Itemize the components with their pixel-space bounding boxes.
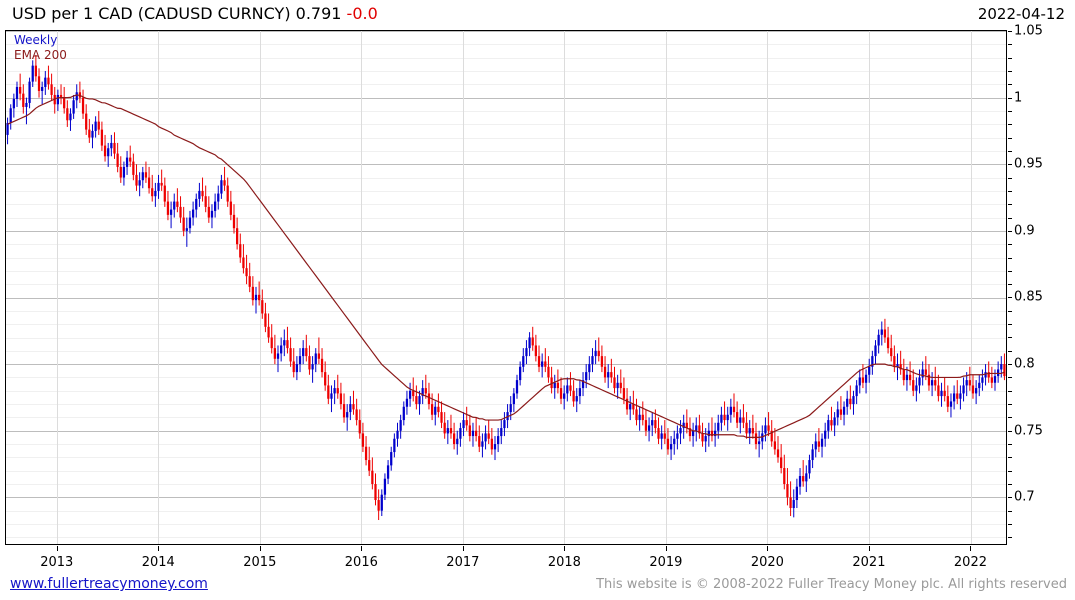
y-axis-tick-mark bbox=[1008, 510, 1012, 512]
y-axis-tick-mark bbox=[1008, 430, 1012, 432]
y-axis-tick-mark bbox=[1008, 177, 1012, 179]
y-axis-tick-mark bbox=[1008, 444, 1012, 446]
y-axis-tick-mark bbox=[1008, 337, 1012, 339]
y-axis-tick-mark bbox=[1008, 484, 1012, 486]
y-axis-tick-mark bbox=[1008, 284, 1012, 286]
y-axis-tick-mark bbox=[1008, 497, 1012, 499]
copyright-notice: This website is © 2008-2022 Fuller Treac… bbox=[596, 577, 1067, 592]
site-link[interactable]: www.fullertreacymoney.com bbox=[10, 576, 208, 592]
series-layer bbox=[6, 31, 1006, 544]
y-axis-tick-label: 0.7 bbox=[1014, 489, 1035, 505]
legend-item-weekly: Weekly bbox=[14, 33, 58, 47]
y-axis-tick-mark bbox=[1008, 110, 1012, 112]
y-axis-tick-mark bbox=[1008, 190, 1012, 192]
x-axis-tick-label: 2020 bbox=[750, 555, 784, 570]
x-axis-tick-mark bbox=[259, 546, 261, 551]
x-axis-tick-mark bbox=[564, 546, 566, 551]
y-axis-tick-mark bbox=[1008, 244, 1012, 246]
y-axis-tick-mark bbox=[1008, 164, 1012, 166]
y-axis-tick-mark bbox=[1008, 524, 1012, 525]
x-axis-tick-label: 2017 bbox=[446, 555, 480, 570]
y-axis-tick-label: 0.95 bbox=[1014, 156, 1043, 172]
y-axis-tick-mark bbox=[1008, 457, 1012, 459]
x-axis-tick-mark bbox=[462, 546, 464, 551]
x-axis-tick-mark bbox=[158, 546, 160, 551]
y-axis-tick-label: 1 bbox=[1014, 90, 1023, 106]
y-axis-tick-mark bbox=[1008, 470, 1012, 472]
price-chart-svg bbox=[6, 54, 1006, 521]
x-axis-tick-label: 2015 bbox=[243, 555, 277, 570]
y-axis-tick-label: 0.9 bbox=[1014, 223, 1035, 239]
chart-header: USD per 1 CAD (CADUSD CURNCY) 0.791 -0.0… bbox=[0, 0, 1075, 28]
y-axis-tick-label: 1.05 bbox=[1014, 23, 1043, 39]
y-axis-tick-mark bbox=[1008, 204, 1012, 206]
grid-layer bbox=[6, 31, 1006, 544]
x-axis: 2013 2014 2015 2016 2017 2018 2019 2020 2021 2022 bbox=[5, 546, 1007, 572]
y-axis-tick-mark bbox=[1008, 324, 1012, 326]
y-axis-tick-mark bbox=[1008, 217, 1012, 219]
y-axis-tick-mark bbox=[1008, 377, 1012, 379]
y-axis-tick-mark bbox=[1008, 150, 1012, 152]
x-axis-tick-mark bbox=[361, 546, 363, 551]
chart-plot-area[interactable]: Weekly EMA 200 bbox=[5, 30, 1007, 545]
y-axis-tick-mark bbox=[1008, 297, 1012, 299]
y-axis-tick-mark bbox=[1008, 124, 1012, 126]
x-axis-tick-label: 2018 bbox=[547, 555, 581, 570]
y-axis-tick-label: 0.8 bbox=[1014, 356, 1035, 372]
x-axis-tick-mark bbox=[970, 546, 972, 551]
y-axis-tick-mark bbox=[1008, 537, 1012, 539]
y-axis-tick-mark bbox=[1008, 97, 1012, 99]
y-axis-tick-mark bbox=[1008, 230, 1012, 232]
y-axis-tick-mark bbox=[1008, 310, 1012, 312]
as-of-date: 2022-04-12 bbox=[977, 5, 1065, 23]
y-axis-tick-mark bbox=[1008, 270, 1012, 272]
y-axis-tick-mark bbox=[1008, 390, 1012, 392]
x-axis-tick-label: 2022 bbox=[953, 555, 987, 570]
y-axis-tick-mark bbox=[1008, 137, 1012, 139]
legend-item-ema200: EMA 200 bbox=[14, 48, 67, 62]
y-axis-tick-mark bbox=[1008, 31, 1012, 32]
y-axis-tick-mark bbox=[1008, 84, 1012, 86]
y-axis: 1.05 1 0.95 0.9 0.85 0.8 0.75 0.7 bbox=[1008, 24, 1075, 546]
chart-footer: www.fullertreacymoney.com This website i… bbox=[0, 574, 1075, 600]
y-axis-tick-mark bbox=[1008, 404, 1012, 406]
instrument-title: USD per 1 CAD (CADUSD CURNCY) 0.791 bbox=[12, 4, 342, 23]
y-axis-tick-mark bbox=[1008, 44, 1012, 46]
x-axis-tick-label: 2014 bbox=[141, 555, 175, 570]
y-axis-tick-mark bbox=[1008, 257, 1012, 259]
x-axis-tick-mark bbox=[665, 546, 667, 551]
page-title: USD per 1 CAD (CADUSD CURNCY) 0.791 -0.0 bbox=[12, 4, 378, 23]
y-axis-tick-mark bbox=[1008, 57, 1012, 59]
y-axis-tick-label: 0.85 bbox=[1014, 289, 1043, 305]
x-axis-tick-mark bbox=[868, 546, 870, 551]
candlestick-series bbox=[6, 54, 1006, 521]
ema-200-line bbox=[7, 94, 1005, 438]
y-axis-tick-mark bbox=[1008, 350, 1012, 352]
x-axis-tick-label: 2013 bbox=[40, 555, 74, 570]
chart-legend: Weekly EMA 200 bbox=[14, 33, 67, 63]
y-axis-tick-mark bbox=[1008, 70, 1012, 72]
x-axis-tick-mark bbox=[56, 546, 58, 551]
price-change: -0.0 bbox=[346, 4, 378, 23]
y-axis-tick-label: 0.75 bbox=[1014, 423, 1043, 439]
x-axis-tick-mark bbox=[767, 546, 769, 551]
y-axis-tick-mark bbox=[1008, 364, 1012, 366]
y-axis-tick-mark bbox=[1008, 417, 1012, 419]
x-axis-tick-label: 2019 bbox=[649, 555, 683, 570]
x-axis-tick-label: 2016 bbox=[344, 555, 378, 570]
x-axis-tick-label: 2021 bbox=[852, 555, 886, 570]
